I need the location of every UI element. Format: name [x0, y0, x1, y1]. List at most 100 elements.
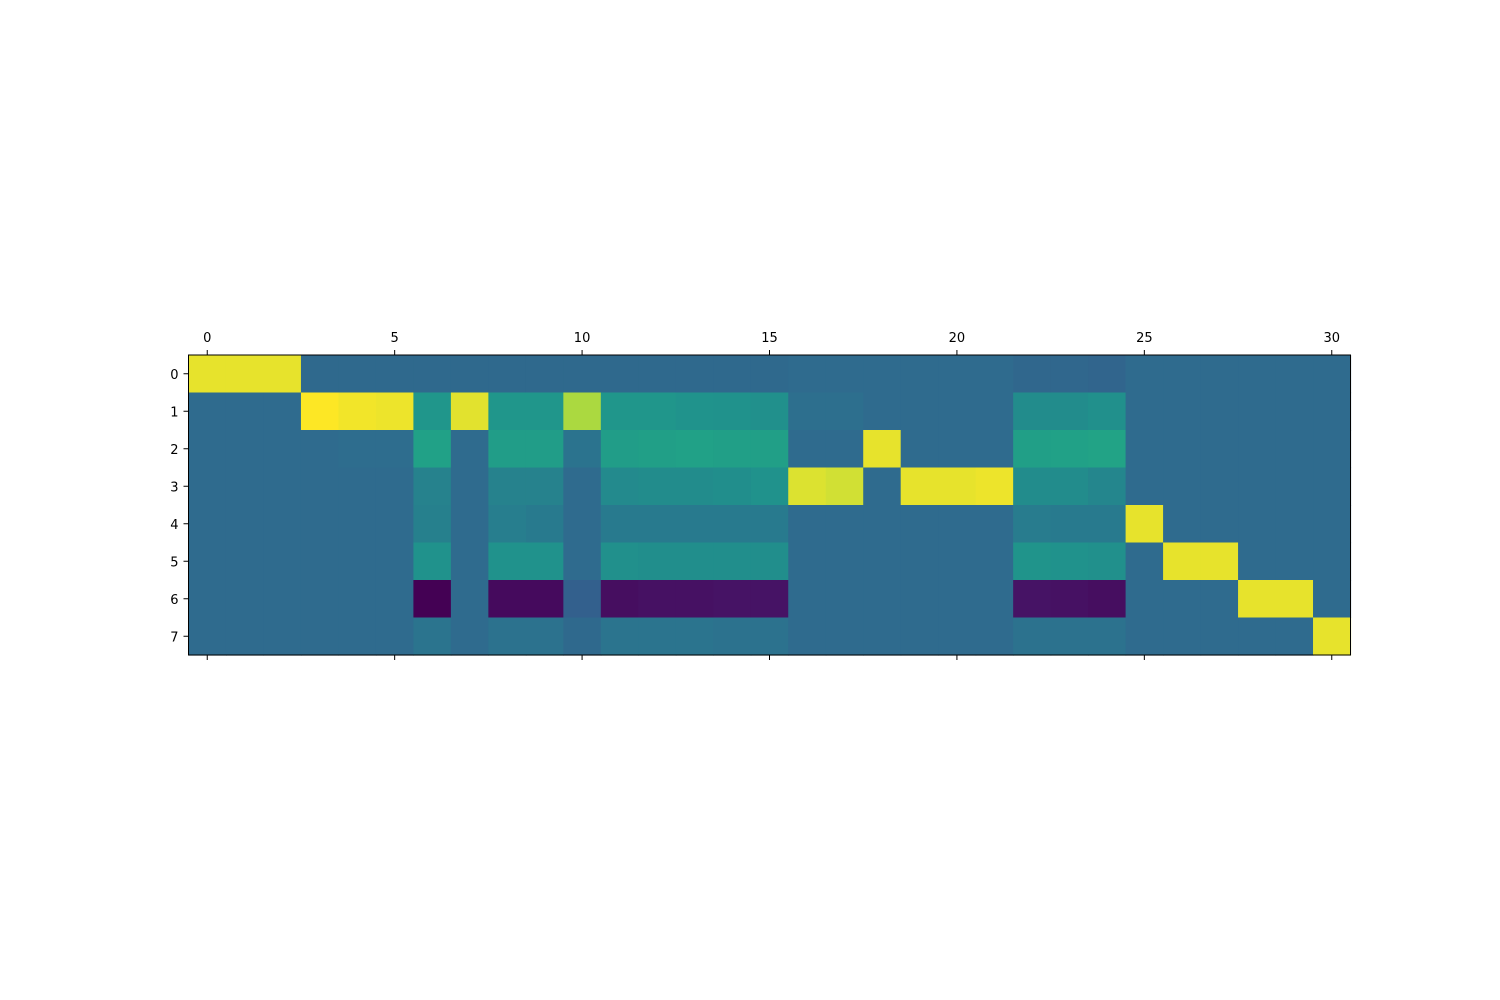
heatmap-cell — [563, 617, 602, 656]
heatmap-cell — [1200, 580, 1239, 619]
heatmap-cell — [1163, 542, 1202, 581]
heatmap-cell — [225, 467, 265, 506]
heatmap-cell — [825, 355, 864, 394]
heatmap-cell — [1200, 617, 1239, 656]
heatmap-cell — [1275, 505, 1314, 544]
heatmap-cell — [1050, 430, 1089, 469]
heatmap-cell — [375, 392, 414, 431]
heatmap-cell — [300, 355, 340, 394]
heatmap-cell — [1088, 542, 1127, 581]
heatmap-cell — [938, 580, 977, 619]
heatmap-cell — [1013, 392, 1052, 431]
heatmap-cell — [825, 392, 864, 431]
heatmap-cell — [1050, 392, 1089, 431]
heatmap-cell — [713, 467, 752, 506]
y-tick-label: 2 — [170, 443, 178, 458]
heatmap-cell — [1200, 505, 1239, 544]
heatmap-cell — [525, 580, 564, 619]
heatmap-cell — [563, 505, 602, 544]
heatmap-cell — [863, 355, 902, 394]
heatmap-cell — [713, 580, 752, 619]
heatmap-cell — [225, 392, 265, 431]
heatmap-cell — [1275, 580, 1314, 619]
heatmap-cell — [338, 467, 377, 506]
heatmap-cell — [1200, 467, 1239, 506]
heatmap-cell — [900, 355, 939, 394]
heatmap-cell — [188, 392, 227, 431]
heatmap-cell — [938, 617, 977, 656]
heatmap-cell — [1238, 467, 1277, 506]
heatmap-cell — [375, 467, 414, 506]
heatmap-cell — [1313, 392, 1352, 431]
heatmap-cell — [638, 617, 677, 656]
heatmap-cell — [713, 617, 752, 656]
heatmap-cell — [600, 392, 639, 431]
heatmap-cell — [1125, 392, 1164, 431]
heatmap-cell — [975, 617, 1014, 656]
heatmap-cell — [1125, 617, 1164, 656]
heatmap-cell — [1313, 617, 1352, 656]
heatmap-cell — [1088, 467, 1127, 506]
heatmap-cell — [788, 617, 827, 656]
heatmap-cell — [525, 542, 564, 581]
heatmap-cell — [300, 580, 340, 619]
heatmap-cell — [863, 505, 902, 544]
heatmap-cell — [225, 505, 265, 544]
heatmap-cell — [1238, 430, 1277, 469]
heatmap-cell — [900, 542, 939, 581]
heatmap-cell — [638, 430, 677, 469]
heatmap-cell — [1163, 505, 1202, 544]
heatmap-cell — [1275, 392, 1314, 431]
y-tick-label: 7 — [170, 630, 178, 645]
heatmap-cell — [413, 430, 452, 469]
heatmap-cell — [975, 355, 1014, 394]
heatmap-cell — [788, 505, 827, 544]
heatmap-cell — [1050, 542, 1089, 581]
heatmap-cell — [825, 505, 864, 544]
heatmap-cell — [975, 580, 1014, 619]
x-tick-label: 10 — [574, 331, 591, 346]
heatmap-cell — [975, 392, 1014, 431]
y-tick-label: 4 — [170, 518, 178, 533]
heatmap-cell — [1088, 355, 1127, 394]
heatmap-cell — [1050, 505, 1089, 544]
heatmap-cell — [713, 355, 752, 394]
heatmap-cell — [675, 505, 714, 544]
x-axis: 0 5 10 15 20 25 30 — [203, 331, 1340, 660]
heatmap-cell — [413, 617, 452, 656]
heatmap-cell — [375, 355, 414, 394]
heatmap-cell — [413, 355, 452, 394]
heatmap-cell — [788, 580, 827, 619]
heatmap-cell — [938, 542, 977, 581]
heatmap-cell — [375, 542, 414, 581]
heatmap-cell — [1050, 580, 1089, 619]
heatmap-cell — [600, 580, 639, 619]
heatmap-cell — [413, 542, 452, 581]
heatmap-cell — [675, 392, 714, 431]
heatmap-cell — [1013, 542, 1052, 581]
heatmap-cell — [938, 392, 977, 431]
heatmap-cell — [1088, 392, 1127, 431]
heatmap-cell — [638, 355, 677, 394]
heatmap-cell — [788, 430, 827, 469]
heatmap-cell — [450, 580, 489, 619]
heatmap-cell — [1200, 430, 1239, 469]
heatmap-cell — [225, 617, 265, 656]
heatmap-cell — [338, 542, 377, 581]
heatmap-cell — [413, 505, 452, 544]
heatmap-cell — [450, 505, 489, 544]
heatmap-cell — [863, 467, 902, 506]
heatmap-cell — [713, 430, 752, 469]
heatmap-cell — [450, 617, 489, 656]
heatmap-cell — [263, 430, 302, 469]
heatmap-cell — [1013, 580, 1052, 619]
x-tick-label: 30 — [1323, 331, 1340, 346]
heatmap-cell — [1013, 467, 1052, 506]
heatmap-cell — [750, 392, 789, 431]
heatmap-cell — [900, 505, 939, 544]
heatmap-cell — [375, 580, 414, 619]
y-tick-label: 0 — [170, 368, 178, 383]
heatmap-cell — [675, 580, 714, 619]
heatmap-cell — [1313, 430, 1352, 469]
